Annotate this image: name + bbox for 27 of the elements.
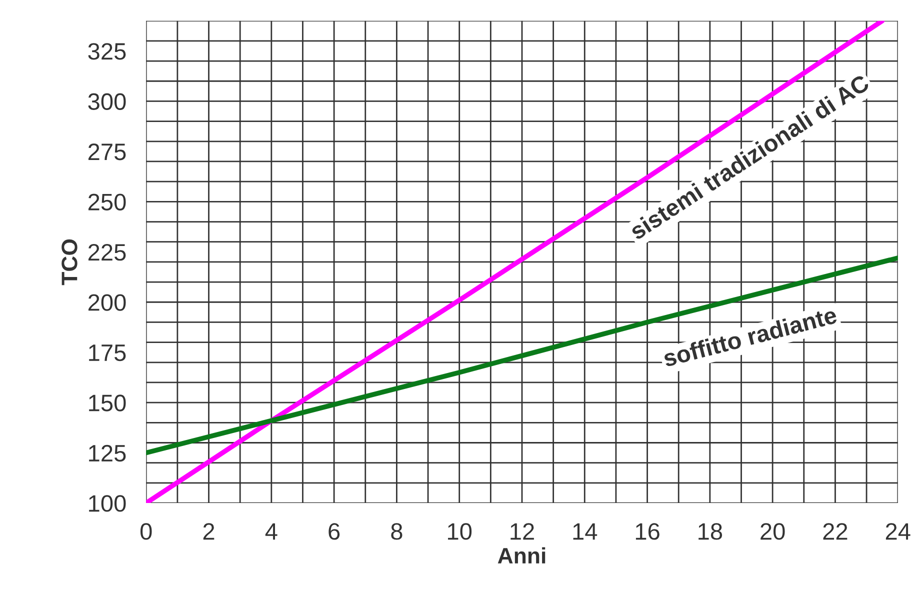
y-tick-label: 150 [89, 394, 126, 412]
text: soffitto radiante [662, 306, 838, 368]
line-series [146, 255, 898, 456]
x-tick-label: 6 [328, 523, 340, 540]
y-axis-title: TCO [62, 239, 78, 286]
y-tick-label: 200 [88, 294, 126, 311]
y-tick-label: 100 [89, 495, 126, 512]
y-tick-label: 125 [89, 444, 126, 462]
x-tick-label: 24 [886, 523, 910, 540]
x-axis-title: Anni [498, 547, 546, 564]
x-tick-label: 14 [573, 523, 598, 540]
y-tick-label: 175 [89, 344, 126, 362]
x-tick-label: 18 [698, 523, 722, 540]
y-tick-label: 250 [88, 194, 126, 210]
x-tick-label: 0 [140, 523, 152, 540]
y-tick-label: 325 [88, 43, 126, 60]
x-tick-label: 10 [448, 523, 472, 540]
y-tick-label: 225 [88, 244, 126, 261]
x-tick-label: 4 [265, 523, 278, 540]
y-tick-label: 300 [88, 93, 126, 110]
x-tick-label: 8 [391, 523, 402, 540]
x-tick-label: 2 [203, 523, 214, 540]
x-tick-label: 20 [760, 523, 785, 540]
y-tick-label: 275 [88, 144, 126, 160]
x-tick-label: 16 [636, 523, 660, 540]
x-tick-label: 12 [510, 523, 534, 540]
x-tick-label: 22 [823, 523, 848, 540]
